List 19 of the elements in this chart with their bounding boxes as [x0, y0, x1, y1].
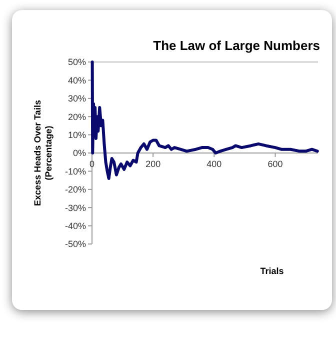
- x-tick-label: 0: [89, 159, 95, 169]
- y-tick-label: -30%: [64, 202, 86, 213]
- y-tick-label: 50%: [68, 57, 86, 68]
- y-axis-title: Excess Heads Over Tails (Percentage): [32, 100, 54, 206]
- line-series: [90, 60, 319, 180]
- x-tick-label: 600: [268, 159, 283, 169]
- y-tick-label: -10%: [64, 166, 86, 176]
- y-tick-label: 10%: [68, 130, 86, 140]
- y-tick-label: 40%: [68, 75, 86, 86]
- y-tick-label: -20%: [64, 184, 86, 195]
- y-tick-label: -40%: [64, 220, 86, 231]
- x-tick-label: 400: [206, 159, 222, 169]
- y-tick-label: 20%: [68, 112, 86, 122]
- x-axis-title: Trials: [260, 266, 284, 276]
- chart-title: The Law of Large Numbers: [153, 38, 320, 53]
- y-tick-label: -50%: [64, 239, 86, 250]
- y-tick-label: 0%: [72, 148, 86, 158]
- x-tick-label: 200: [146, 159, 161, 169]
- y-tick-label: 30%: [68, 94, 86, 104]
